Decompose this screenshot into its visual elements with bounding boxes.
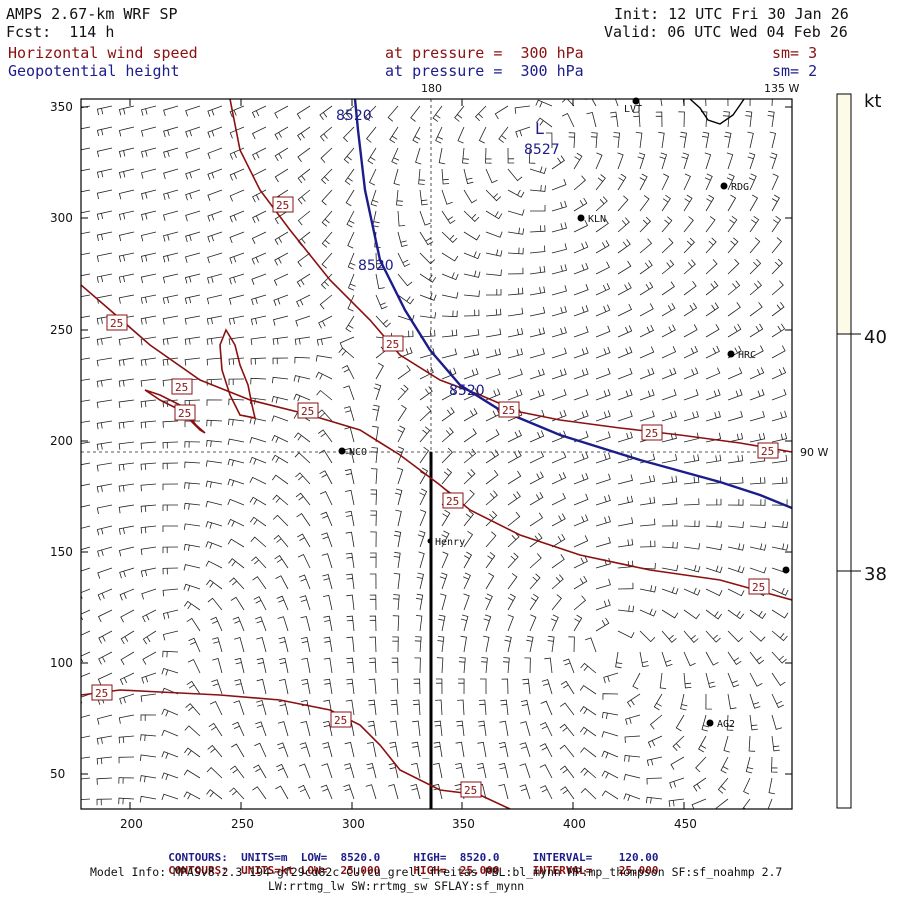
svg-text:RDG: RDG [731,182,749,193]
field-wind-speed: Horizontal wind speed [8,44,198,62]
svg-text:HRC: HRC [738,350,756,361]
height-contour-8520 [353,99,792,510]
svg-text:LVT: LVT [624,104,642,115]
height-label-8520-top: 8520 [336,108,372,124]
colorbar-frame [836,93,852,809]
contours-row-height: CONTOURS: UNITS=m LOW= 8520.0 HIGH= 8520… [168,851,659,864]
meridian-label-90w: 90 W [800,446,828,459]
speed-label: 25 [752,581,765,594]
svg-text:Henry: Henry [435,537,465,548]
meridian-label-180: 180 [421,82,442,95]
station-lvt: LVT [624,97,642,115]
colorbar: kt 40 38 [836,91,887,809]
speed-label: 25 [178,407,191,420]
y-tick-label: 200 [50,434,73,448]
colorbar-label-38: 38 [864,564,887,585]
station-hrc: HRC [727,350,756,361]
init-time: Init: 12 UTC Fri 30 Jan 26 [614,5,849,23]
smoothing-2: sm= 2 [772,62,818,80]
x-tick-label: 350 [452,817,475,831]
speed-label: 25 [761,445,774,458]
wind-barbs [81,99,789,809]
forecast-hour: Fcst: 114 h [6,23,115,41]
x-tick-label: 450 [674,817,697,831]
speed-labels: 25 25 25 25 25 25 25 25 25 25 25 25 25 25 [91,196,779,798]
field-geopotential: Geopotential height [8,62,180,80]
colorbar-fill [837,94,851,334]
y-tick-label: 50 [50,767,65,781]
meridian-label-135w: 135 W [764,82,799,95]
height-label-8527: 8527 [524,142,560,158]
coastline [689,99,745,125]
pressure-level-2: at pressure = 300 hPa [385,62,584,80]
model-info-line-2: LW:rrtmg_lw SW:rrtmg_sw SFLAY:sf_mynn [268,879,525,893]
y-tick-label: 250 [50,323,73,337]
speed-label: 25 [645,427,658,440]
wind-speed-contours [81,99,792,809]
speed-label: 25 [502,404,515,417]
x-tick-label: 200 [120,817,143,831]
height-label-8520-low: 8520 [449,383,485,399]
svg-text:KLN: KLN [588,214,606,225]
x-tick-label: 300 [342,817,365,831]
x-tick-label: 250 [231,817,254,831]
contours-row-speed: CONTOURS: UNITS=kt LOW= 25.000 HIGH= 25.… [168,864,659,877]
speed-label: 25 [175,381,188,394]
station-ag2: AG2 [706,719,735,730]
y-axis: 350 300 250 200 150 100 50 [50,100,792,781]
station-nco: NCO [338,447,367,458]
y-tick-label: 300 [50,211,73,225]
station-edge-marker [782,566,790,574]
smoothing-1: sm= 3 [772,44,818,62]
station-henry: Henry [427,537,465,548]
model-info-line-1: Model Info: MPASv8.2.3-194-gf29cd82c CU:… [90,865,783,879]
colorbar-label-40: 40 [864,327,887,348]
plot-frame [80,98,793,810]
height-label-8520-mid: 8520 [358,258,394,274]
speed-label: 25 [301,405,314,418]
speed-label: 25 [95,687,108,700]
speed-label: 25 [464,784,477,797]
speed-label: 25 [110,317,123,330]
valid-time: Valid: 06 UTC Wed 04 Feb 26 [604,23,848,41]
low-pressure-marker: L [535,119,544,138]
svg-text:AG2: AG2 [717,719,735,730]
model-title: AMPS 2.67-km WRF SP [6,5,178,23]
speed-label: 25 [386,338,399,351]
y-tick-label: 100 [50,656,73,670]
colorbar-unit: kt [864,91,881,112]
speed-label: 25 [446,495,459,508]
station-rdg: RDG [720,182,749,193]
y-tick-label: 150 [50,545,73,559]
station-kln: KLN [577,214,606,225]
speed-label: 25 [276,199,289,212]
pressure-level-1: at pressure = 300 hPa [385,44,584,62]
x-tick-label: 400 [563,817,586,831]
svg-text:NCO: NCO [349,447,367,458]
x-axis: 200 250 300 350 400 450 [120,99,697,831]
y-tick-label: 350 [50,100,73,114]
speed-label: 25 [334,714,347,727]
